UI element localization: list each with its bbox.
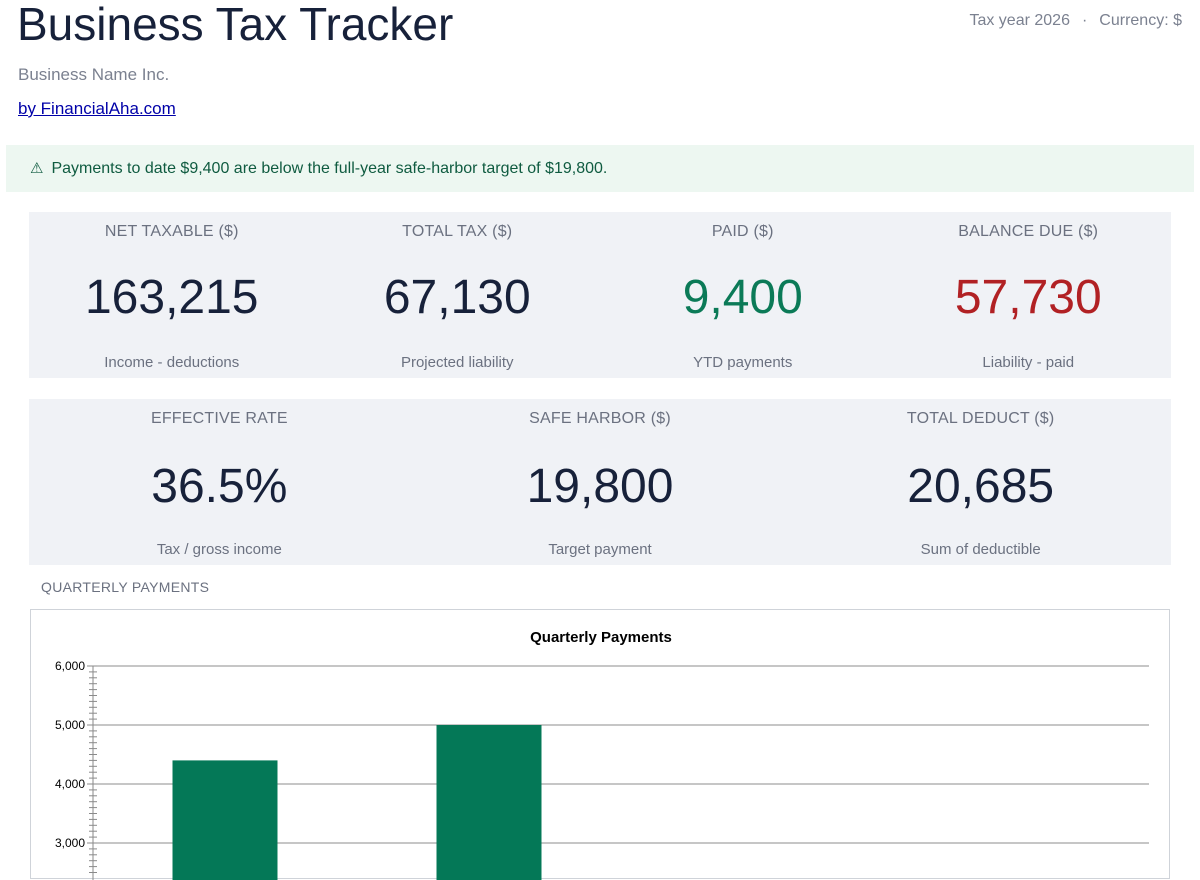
- chart-y-axis: 6,000 5,000 4,000 3,000: [55, 659, 97, 880]
- chart-title: Quarterly Payments: [530, 629, 672, 646]
- kpi-value: 19,800: [526, 460, 674, 513]
- kpi-row-2: EFFECTIVE RATE 36.5% Tax / gross income …: [29, 399, 1171, 565]
- kpi-value: 36.5%: [151, 460, 288, 513]
- kpi-sub: Liability - paid: [982, 354, 1075, 371]
- kpi-value: 20,685: [907, 460, 1055, 513]
- y-tick-label: 6,000: [55, 659, 85, 673]
- kpi-sub: Projected liability: [400, 354, 514, 371]
- kpi-label: EFFECTIVE RATE: [150, 410, 288, 427]
- kpi-effective-rate: EFFECTIVE RATE 36.5% Tax / gross income: [29, 399, 410, 565]
- kpi-label: NET TAXABLE ($): [104, 223, 239, 240]
- kpi-total-tax: TOTAL TAX ($) 67,130 Projected liability: [315, 212, 601, 378]
- bar-q2: [436, 725, 542, 880]
- kpi-value: 9,400: [682, 271, 803, 324]
- kpi-value: 67,130: [383, 271, 531, 324]
- kpi-balance-due: BALANCE DUE ($) 57,730 Liability - paid: [886, 212, 1172, 378]
- kpi-sub: Target payment: [548, 541, 652, 558]
- kpi-label: TOTAL TAX ($): [402, 223, 513, 240]
- tax-year: Tax year 2026: [969, 12, 1070, 29]
- bar-q1: [172, 760, 278, 880]
- kpi-sub: Sum of deductible: [920, 541, 1041, 558]
- warning-icon: ⚠: [30, 159, 44, 177]
- kpi-paid: PAID ($) 9,400 YTD payments: [600, 212, 886, 378]
- kpi-total-deduct: TOTAL DEDUCT ($) 20,685 Sum of deductibl…: [790, 399, 1171, 565]
- kpi-label: TOTAL DEDUCT ($): [906, 410, 1055, 427]
- meta-separator: ·: [1081, 12, 1088, 29]
- page-title: Business Tax Tracker: [17, 0, 454, 50]
- currency-label: Currency: $: [1099, 12, 1182, 29]
- y-tick-label: 3,000: [55, 836, 85, 850]
- kpi-sub: YTD payments: [693, 354, 793, 371]
- byline-link[interactable]: by FinancialAha.com: [18, 99, 176, 118]
- alert-banner: ⚠ Payments to date $9,400 are below the f…: [6, 145, 1194, 192]
- quarterly-payments-chart: Quarterly Payments 6,000 5,000 4,000 3,000: [30, 609, 1170, 880]
- kpi-safe-harbor: SAFE HARBOR ($) 19,800 Target payment: [410, 399, 791, 565]
- kpi-sub: Income - deductions: [104, 354, 240, 371]
- business-name: Business Name Inc.: [18, 65, 170, 84]
- chart-bars: [172, 725, 542, 880]
- kpi-label: PAID ($): [711, 223, 774, 240]
- alert-text: Payments to date $9,400 are below the fu…: [51, 160, 608, 177]
- kpi-row-1: NET TAXABLE ($) 163,215 Income - deducti…: [29, 212, 1171, 378]
- kpi-net-taxable: NET TAXABLE ($) 163,215 Income - deducti…: [29, 212, 315, 378]
- kpi-label: BALANCE DUE ($): [958, 223, 1099, 240]
- chart-svg: Quarterly Payments 6,000 5,000 4,000 3,000: [55, 629, 1149, 880]
- kpi-value: 57,730: [954, 271, 1102, 324]
- kpi-label: SAFE HARBOR ($): [529, 410, 671, 427]
- y-tick-label: 5,000: [55, 718, 85, 732]
- kpi-value: 163,215: [84, 271, 259, 324]
- section-label: QUARTERLY PAYMENTS: [41, 579, 210, 595]
- kpi-sub: Tax / gross income: [156, 541, 282, 558]
- header-meta: Tax year 2026 · Currency: $: [969, 12, 1182, 30]
- y-tick-label: 4,000: [55, 777, 85, 791]
